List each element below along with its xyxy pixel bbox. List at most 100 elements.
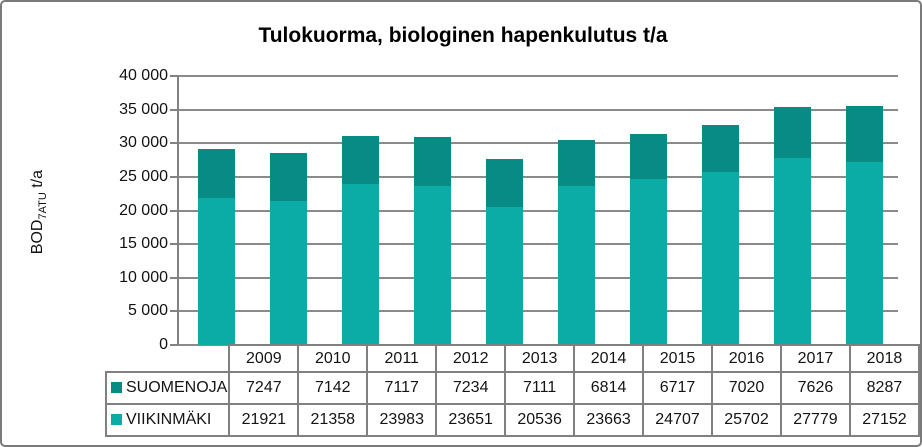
- bar-segment-suomenoja: [557, 140, 595, 186]
- year-cell: 2018: [848, 344, 920, 373]
- value-cell: 7111: [504, 371, 576, 405]
- bar-stack-2009: [197, 149, 235, 345]
- value-cell: 7020: [711, 371, 782, 405]
- y-tick-label: 40 000: [119, 67, 168, 84]
- year-cell: 2013: [504, 344, 576, 373]
- bar-segment-suomenoja: [773, 107, 811, 158]
- bar-segment-viikinmaki: [485, 207, 523, 345]
- y-axis-title: BOD7ATU t/a: [29, 132, 49, 292]
- series-name: SUOMENOJA: [126, 379, 228, 396]
- year-cell: 2012: [435, 344, 507, 373]
- y-axis-tick-mark: [170, 142, 179, 144]
- legend-swatch: [111, 414, 122, 425]
- y-axis-tick-mark: [170, 344, 179, 346]
- y-axis-tick-mark: [170, 243, 179, 245]
- y-axis-title-suffix: t/a: [28, 169, 46, 193]
- bar-segment-viikinmaki: [557, 186, 595, 345]
- gridline: [179, 210, 898, 212]
- value-cell: 6814: [573, 371, 645, 405]
- value-cell: 27152: [848, 403, 920, 437]
- bar-segment-suomenoja: [269, 153, 307, 201]
- gridline: [179, 243, 898, 245]
- y-axis-tick-mark: [170, 310, 179, 312]
- value-cell: 23663: [573, 403, 645, 437]
- value-cell: 6717: [642, 371, 714, 405]
- bar-stack-2018: [845, 106, 883, 345]
- y-axis-tick-mark: [170, 109, 179, 111]
- y-tick-label: 10 000: [119, 269, 168, 286]
- y-axis-tick-mark: [170, 277, 179, 279]
- gridline: [179, 277, 898, 279]
- year-cell: 2016: [711, 344, 782, 373]
- bar-segment-suomenoja: [845, 106, 883, 162]
- value-cell: 8287: [848, 371, 920, 405]
- year-cell: 2017: [779, 344, 851, 373]
- value-cell: 7247: [228, 371, 300, 405]
- legend-swatch: [111, 382, 122, 393]
- year-cell: 2009: [228, 344, 300, 373]
- bar-segment-viikinmaki: [629, 179, 667, 345]
- bar-stack-2017: [773, 107, 811, 345]
- table-corner-cell: [106, 345, 229, 372]
- chart-title: Tulokuorma, biologinen hapenkulutus t/a: [258, 24, 668, 47]
- bar-segment-viikinmaki: [197, 198, 235, 345]
- y-tick-label: 0: [159, 336, 168, 353]
- y-axis-title-subscript: 7ATU: [37, 192, 50, 220]
- value-cell: 20536: [504, 403, 576, 437]
- bar-segment-suomenoja: [341, 136, 379, 184]
- bar-stack-2011: [341, 136, 379, 345]
- bar-segment-viikinmaki: [845, 162, 883, 345]
- bar-stack-2016: [701, 125, 739, 345]
- value-cell: 27779: [779, 403, 851, 437]
- y-tick-label: 20 000: [119, 202, 168, 219]
- y-axis-title-prefix: BOD: [28, 219, 46, 255]
- bar-segment-suomenoja: [197, 149, 235, 198]
- value-cell: 25702: [711, 403, 782, 437]
- bar-segment-viikinmaki: [269, 201, 307, 345]
- bar-segment-viikinmaki: [341, 184, 379, 345]
- value-cell: 7234: [435, 371, 507, 405]
- gridline: [179, 109, 898, 111]
- bar-stack-2010: [269, 153, 307, 345]
- bar-segment-suomenoja: [413, 137, 451, 186]
- y-axis-tick-mark: [170, 176, 179, 178]
- bar-segment-suomenoja: [485, 159, 523, 207]
- bar-segment-suomenoja: [701, 125, 739, 172]
- value-cell: 7626: [779, 371, 851, 405]
- bar-segment-viikinmaki: [701, 172, 739, 345]
- value-cell: 7117: [366, 371, 438, 405]
- legend-cell-suomenoja: SUOMENOJA: [104, 371, 231, 405]
- value-cell: 21921: [228, 403, 300, 437]
- bar-stack-2015: [629, 134, 667, 345]
- gridline: [179, 142, 898, 144]
- bar-segment-viikinmaki: [773, 158, 811, 345]
- bar-segment-suomenoja: [629, 134, 667, 179]
- gridline: [179, 310, 898, 312]
- y-axis-tick-mark: [170, 75, 179, 77]
- y-axis-tick-mark: [170, 210, 179, 212]
- value-cell: 21358: [297, 403, 369, 437]
- bar-segment-viikinmaki: [413, 186, 451, 345]
- year-cell: 2011: [366, 344, 438, 373]
- plot-area: [170, 75, 898, 346]
- bar-stack-2014: [557, 140, 595, 345]
- y-tick-label: 25 000: [119, 168, 168, 185]
- y-axis-tick-labels: 0 5 000 10 000 15 000 20 000 25 000 30 000 35 0…: [86, 67, 168, 353]
- legend-cell-viikinmaki: VIIKINMÄKI: [104, 403, 231, 437]
- bar-stack-2012: [413, 137, 451, 345]
- value-cell: 7142: [297, 371, 369, 405]
- value-cell: 23651: [435, 403, 507, 437]
- y-tick-label: 5 000: [127, 302, 168, 319]
- value-cell: 24707: [642, 403, 714, 437]
- y-tick-label: 15 000: [119, 235, 168, 252]
- year-cell: 2014: [573, 344, 645, 373]
- gridline: [179, 176, 898, 178]
- y-tick-label: 35 000: [119, 101, 168, 118]
- value-cell: 23983: [366, 403, 438, 437]
- series-name: VIIKINMÄKI: [126, 411, 212, 428]
- data-table: 2009 2010 2011 2012 2013 2014 2015 2016 2017 2018…: [104, 344, 920, 437]
- year-cell: 2015: [642, 344, 714, 373]
- bar-stack-2013: [485, 159, 523, 345]
- y-tick-label: 30 000: [119, 134, 168, 151]
